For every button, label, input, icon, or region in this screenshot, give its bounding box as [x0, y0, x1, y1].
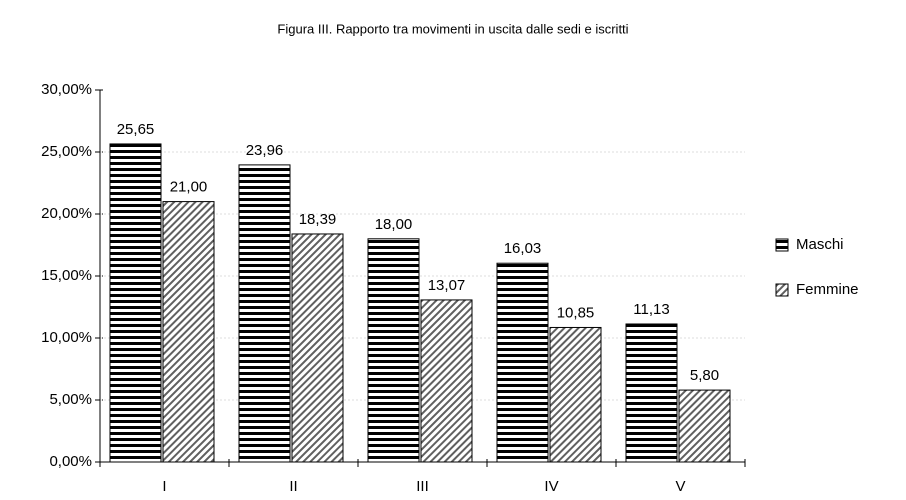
value-label: 10,85	[557, 304, 595, 321]
value-label: 11,13	[633, 301, 669, 318]
legend-label: Maschi	[796, 236, 844, 253]
value-label: 18,00	[375, 216, 413, 233]
bar	[678, 389, 731, 463]
bar	[109, 143, 162, 463]
y-tick-label: 5,00%	[49, 391, 92, 408]
chart-title: Figura III. Rapporto tra movimenti in us…	[277, 21, 628, 36]
y-tick-label: 25,00%	[41, 143, 92, 160]
y-tick-label: 0,00%	[49, 453, 92, 470]
bar	[162, 201, 215, 463]
x-tick-label: II	[289, 478, 297, 495]
y-tick-label: 20,00%	[41, 205, 92, 222]
y-tick-label: 30,00%	[41, 81, 92, 98]
bar	[238, 164, 291, 463]
legend-swatch	[775, 238, 789, 252]
value-label: 18,39	[299, 211, 337, 228]
x-tick-label: IV	[544, 478, 558, 495]
bar	[625, 323, 678, 463]
value-label: 5,80	[690, 367, 719, 384]
bar	[549, 326, 602, 463]
value-label: 13,07	[428, 277, 466, 294]
bar	[367, 238, 420, 463]
y-tick-label: 15,00%	[41, 267, 92, 284]
legend-swatch	[775, 283, 789, 297]
x-tick-label: I	[162, 478, 166, 495]
value-label: 21,00	[170, 179, 208, 196]
legend-label: Femmine	[796, 281, 859, 298]
value-label: 23,96	[246, 142, 284, 159]
bar	[291, 233, 344, 463]
x-tick-label: V	[675, 478, 685, 495]
bar	[496, 262, 549, 463]
y-tick-label: 10,00%	[41, 329, 92, 346]
bar	[420, 299, 473, 463]
x-tick-label: III	[416, 478, 429, 495]
value-label: 25,65	[117, 121, 155, 138]
value-label: 16,03	[504, 240, 542, 257]
